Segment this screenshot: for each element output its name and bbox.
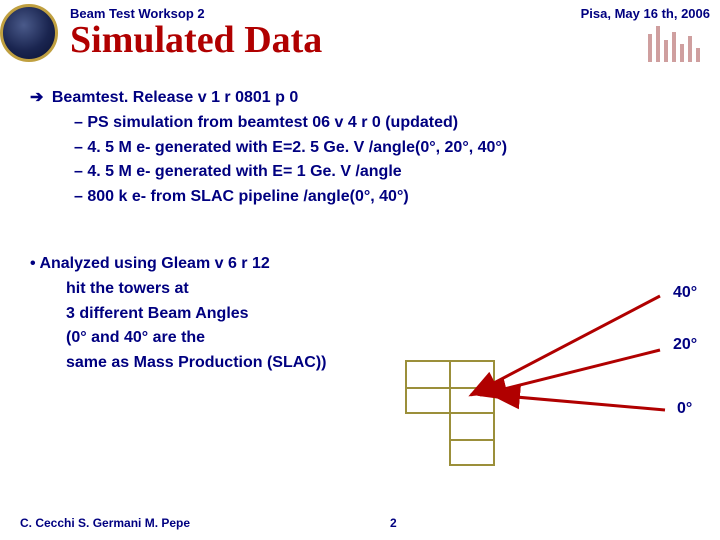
angle-label-0: 0° <box>677 400 692 418</box>
analysis-line: hit the towers at <box>30 277 696 302</box>
location-date: Pisa, May 16 th, 2006 <box>581 6 710 21</box>
footer-authors: C. Cecchi S. Germani M. Pepe <box>20 516 700 530</box>
angle-label-40: 40° <box>673 284 697 302</box>
list-item: 4. 5 M e- generated with E= 1 Ge. V /ang… <box>74 160 696 185</box>
arrow-20 <box>480 350 660 395</box>
arrows-svg <box>405 300 705 470</box>
beam-angle-diagram: 40° 20° 0° <box>405 300 705 470</box>
header-decoration <box>642 22 712 62</box>
analysis-lead: Analyzed using Gleam v 6 r 12 <box>30 252 696 277</box>
list-item: 800 k e- from SLAC pipeline /angle(0°, 4… <box>74 185 696 210</box>
list-item: PS simulation from beamtest 06 v 4 r 0 (… <box>74 111 696 136</box>
page-number: 2 <box>390 516 397 530</box>
arrow-40 <box>471 296 660 395</box>
list-item: 4. 5 M e- generated with E=2. 5 Ge. V /a… <box>74 136 696 161</box>
release-line: Beamtest. Release v 1 r 0801 p 0 <box>30 86 696 111</box>
release-text: Beamtest. Release v 1 r 0801 p 0 <box>52 89 298 106</box>
analysis-lead-text: Analyzed using Gleam v 6 r 12 <box>39 255 269 272</box>
arrow-0 <box>493 395 665 410</box>
angle-label-20: 20° <box>673 336 697 354</box>
page-title: Simulated Data <box>70 21 710 59</box>
glast-logo <box>0 4 58 62</box>
release-items: PS simulation from beamtest 06 v 4 r 0 (… <box>30 111 696 210</box>
